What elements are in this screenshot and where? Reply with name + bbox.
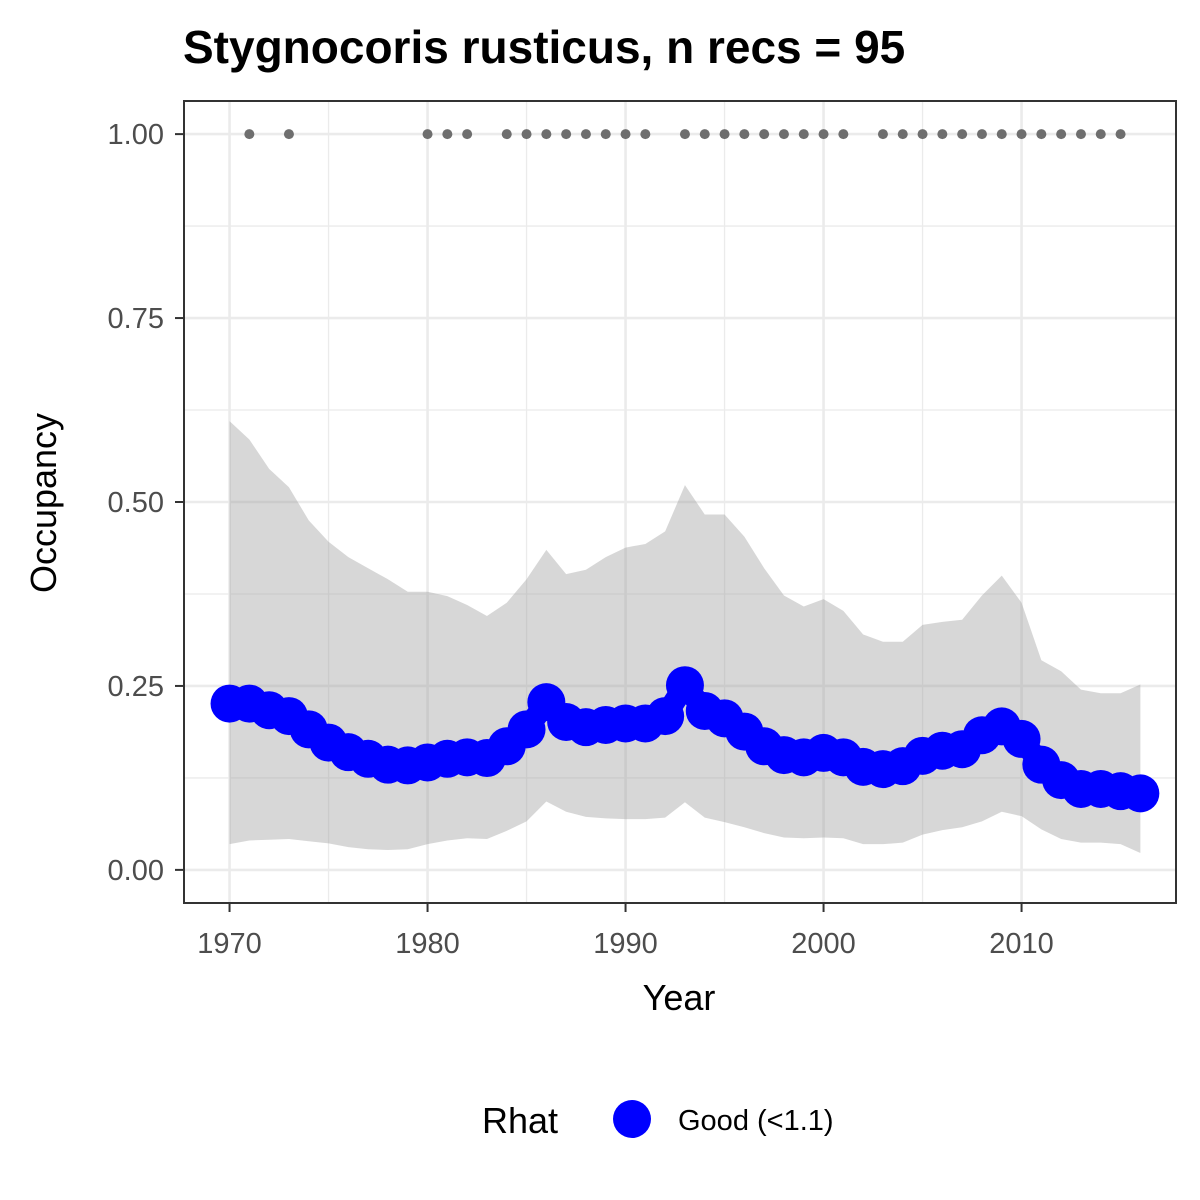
record-point	[759, 129, 770, 140]
occupancy-point	[646, 697, 685, 736]
y-axis: 0.00 0.25 0.50 0.75 1.00	[108, 119, 184, 887]
record-point	[719, 129, 730, 140]
record-point	[976, 129, 987, 140]
record-point	[937, 129, 948, 140]
occupancy-point	[1121, 774, 1160, 813]
record-point	[699, 129, 710, 140]
record-point	[818, 129, 829, 140]
record-point	[600, 129, 611, 140]
record-point	[1115, 129, 1126, 140]
record-point	[917, 129, 928, 140]
occupancy-point	[665, 666, 704, 705]
record-point	[580, 129, 591, 140]
record-point	[838, 129, 849, 140]
plot-panel	[183, 100, 1177, 904]
record-point	[798, 129, 809, 140]
record-point	[996, 129, 1007, 140]
y-tick-label: 0.75	[108, 303, 164, 335]
record-point	[244, 129, 255, 140]
record-point	[1075, 129, 1086, 140]
occupancy-series	[210, 666, 1160, 813]
chart-title: Stygnocoris rusticus, n recs = 95	[183, 21, 905, 73]
x-tick-label: 1970	[197, 928, 262, 960]
legend: Rhat Good (<1.1)	[482, 1100, 834, 1141]
record-point	[679, 129, 690, 140]
y-tick-label: 0.50	[108, 487, 164, 519]
x-tick-label: 2000	[791, 928, 856, 960]
record-point	[1016, 129, 1027, 140]
record-point	[283, 129, 294, 140]
record-point	[501, 129, 512, 140]
legend-key-good	[613, 1100, 651, 1138]
y-tick-label: 0.00	[108, 855, 164, 887]
record-points	[244, 129, 1126, 140]
x-axis-title: Year	[643, 977, 716, 1018]
x-tick-label: 2010	[989, 928, 1054, 960]
legend-label-good: Good (<1.1)	[678, 1105, 834, 1137]
occupancy-point	[1002, 719, 1041, 758]
record-point	[640, 129, 651, 140]
record-point	[739, 129, 750, 140]
record-point	[1036, 129, 1047, 140]
record-point	[620, 129, 631, 140]
record-point	[442, 129, 453, 140]
record-point	[877, 129, 888, 140]
record-point	[1056, 129, 1067, 140]
record-point	[778, 129, 789, 140]
record-point	[541, 129, 552, 140]
record-point	[521, 129, 532, 140]
x-axis: 1970 1980 1990 2000 2010	[197, 903, 1054, 960]
x-tick-label: 1990	[593, 928, 658, 960]
y-tick-label: 1.00	[108, 119, 164, 151]
record-point	[1095, 129, 1106, 140]
legend-title: Rhat	[482, 1100, 558, 1141]
record-point	[897, 129, 908, 140]
record-point	[957, 129, 968, 140]
x-tick-label: 1980	[395, 928, 460, 960]
record-point	[462, 129, 473, 140]
record-point	[561, 129, 572, 140]
record-point	[422, 129, 433, 140]
y-tick-label: 0.25	[108, 671, 164, 703]
y-axis-title: Occupancy	[23, 413, 64, 593]
occupancy-point	[507, 710, 546, 749]
